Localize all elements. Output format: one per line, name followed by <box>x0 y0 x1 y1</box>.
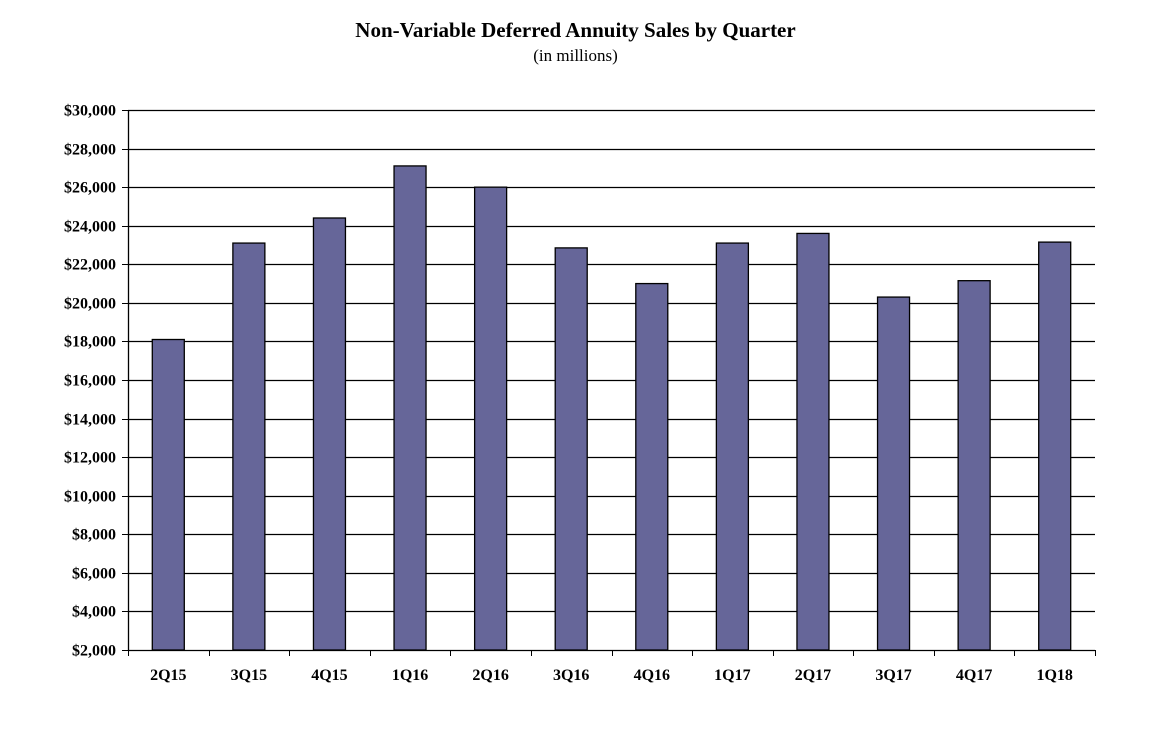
y-tick-label: $6,000 <box>72 566 116 583</box>
x-tick-label: 4Q17 <box>956 667 992 684</box>
y-tick-label: $4,000 <box>72 604 116 621</box>
x-tick-label: 2Q16 <box>472 667 508 684</box>
y-tick-label: $20,000 <box>64 296 116 313</box>
bar-4Q15 <box>312 217 347 651</box>
y-tick-label: $10,000 <box>64 489 116 506</box>
y-tick-label: $12,000 <box>64 450 116 467</box>
y-tick-label: $26,000 <box>64 180 116 197</box>
chart-title: Non-Variable Deferred Annuity Sales by Q… <box>355 18 796 42</box>
y-tick-label: $2,000 <box>72 643 116 660</box>
bar-2Q17 <box>796 232 830 651</box>
y-tick-label: $16,000 <box>64 373 116 390</box>
x-tick-label: 3Q17 <box>875 667 911 684</box>
chart-subtitle: (in millions) <box>533 46 618 65</box>
bar-3Q17 <box>876 296 911 651</box>
x-tick-label: 4Q16 <box>634 667 670 684</box>
y-tick-label: $30,000 <box>64 103 116 120</box>
y-tick-label: $24,000 <box>64 219 116 236</box>
x-tick-label: 1Q16 <box>392 667 428 684</box>
bar-4Q16 <box>635 282 669 651</box>
bar-1Q16 <box>393 165 427 651</box>
bar-3Q16 <box>554 247 588 651</box>
x-tick-label: 1Q18 <box>1036 667 1072 684</box>
bar-3Q15 <box>232 242 266 651</box>
x-tick-label: 3Q16 <box>553 667 589 684</box>
y-tick-label: $18,000 <box>64 334 116 351</box>
y-tick-label: $28,000 <box>64 142 116 159</box>
bar-2Q15 <box>151 338 185 651</box>
x-tick-label: 1Q17 <box>714 667 750 684</box>
bar-2Q16 <box>473 186 508 651</box>
y-tick-label: $14,000 <box>64 412 116 429</box>
x-tick-label: 4Q15 <box>311 667 347 684</box>
x-tick-label: 2Q15 <box>150 667 186 684</box>
y-tick-label: $22,000 <box>64 257 116 274</box>
y-tick-label: $8,000 <box>72 527 116 544</box>
bar-1Q17 <box>715 242 750 651</box>
x-tick-label: 2Q17 <box>795 667 831 684</box>
bar-4Q17 <box>957 280 991 651</box>
x-tick-label: 3Q15 <box>231 667 267 684</box>
bar-1Q18 <box>1038 241 1072 651</box>
